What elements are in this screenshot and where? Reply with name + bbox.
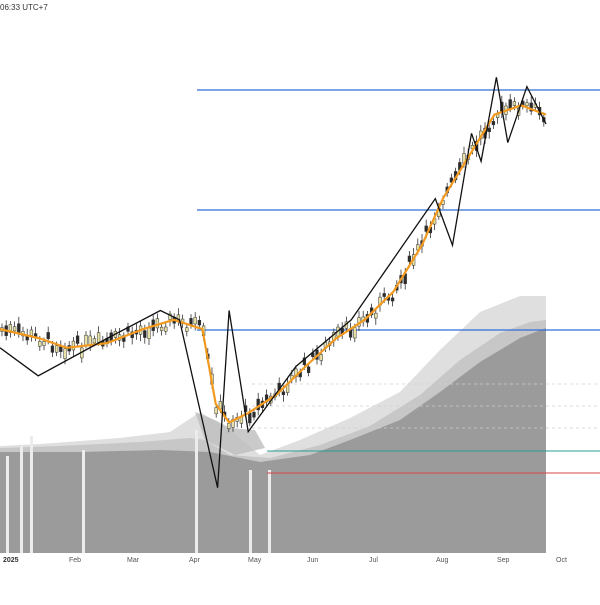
candle-up — [155, 318, 160, 329]
volume-bar — [82, 450, 85, 553]
candle-up — [193, 317, 197, 325]
candle-up — [147, 327, 151, 339]
candle-down — [75, 335, 80, 344]
time-label-mar: Mar — [127, 557, 140, 564]
candle-down — [252, 411, 256, 418]
candle-down — [46, 332, 50, 339]
time-label-feb: Feb — [69, 557, 82, 564]
volume-bar — [20, 446, 23, 553]
time-label-2025: 2025 — [3, 557, 19, 564]
time-axis[interactable]: 2025 Feb Mar Apr May Jun Jul Aug Sep Oct — [0, 553, 600, 600]
candle-down — [281, 391, 286, 396]
time-label-jul: Jul — [369, 557, 378, 564]
ema-line — [0, 104, 547, 424]
moving-average-bands — [0, 296, 546, 553]
candle-down — [529, 102, 533, 112]
candle-up — [185, 327, 189, 332]
candle-down — [407, 255, 412, 262]
candle-down — [143, 330, 147, 338]
candle-up — [96, 332, 101, 343]
candle-down — [491, 121, 496, 126]
time-label-jun: Jun — [307, 557, 319, 564]
ma-band-inner — [0, 328, 546, 553]
time-label-may: May — [248, 557, 262, 564]
volume-bars — [6, 430, 271, 553]
volume-bar — [30, 436, 33, 553]
candle-down — [50, 345, 55, 353]
candle-down — [424, 225, 428, 232]
ma-gap-shade — [195, 412, 265, 455]
candle-up — [164, 326, 168, 332]
timezone-clock: 06:33 UTC+7 — [0, 3, 48, 12]
candle-down — [390, 297, 395, 302]
candle-up — [54, 345, 59, 353]
candle-up — [12, 326, 17, 332]
candle-down — [197, 320, 202, 326]
zigzag-polyline — [0, 77, 547, 488]
candle-up — [525, 102, 529, 107]
time-label-apr: Apr — [189, 557, 200, 564]
candle-up — [319, 354, 323, 361]
candle-up — [38, 341, 42, 347]
candle-down — [248, 412, 252, 424]
volume-bar — [6, 456, 9, 553]
zigzag-line — [0, 77, 547, 488]
candle-up — [214, 407, 218, 415]
time-label-aug: Aug — [436, 557, 449, 564]
candle-up — [42, 341, 46, 346]
candle-up — [168, 313, 172, 320]
horizontal-levels[interactable] — [197, 89, 600, 474]
candle-up — [71, 340, 76, 351]
candle-down — [59, 346, 63, 352]
candle-down — [306, 366, 311, 373]
candle-up — [353, 327, 357, 339]
candle-up — [88, 335, 92, 345]
candle-down — [382, 293, 386, 297]
candle-up — [374, 312, 378, 319]
candle-up — [84, 334, 88, 346]
candle-up — [63, 348, 67, 359]
candle-up — [8, 324, 13, 333]
volume-bar — [268, 470, 271, 553]
candle-down — [487, 127, 491, 133]
candle-up — [512, 101, 517, 106]
candle-up — [92, 338, 97, 344]
ema-polyline — [0, 104, 547, 424]
volume-bar — [249, 470, 252, 553]
candle-up — [29, 329, 34, 336]
candle-up — [159, 326, 164, 331]
volume-bar — [195, 430, 198, 553]
candle-up — [227, 423, 231, 429]
time-label-sep: Sep — [497, 557, 510, 564]
time-label-oct: Oct — [556, 557, 567, 564]
candle-down — [449, 177, 454, 183]
